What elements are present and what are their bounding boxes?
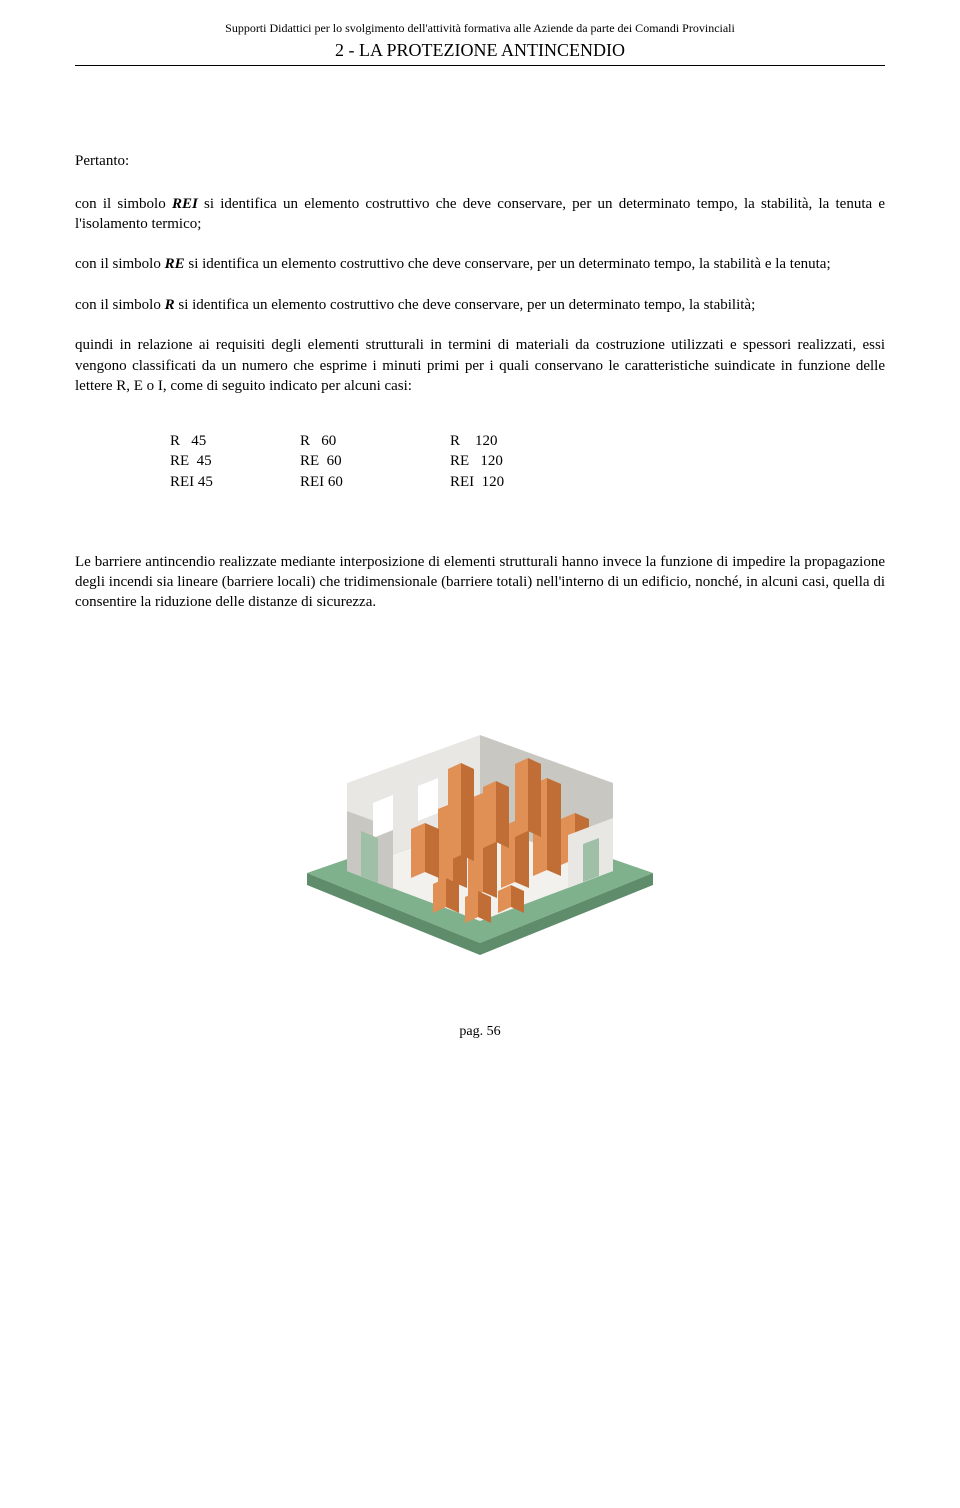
symbol-re: RE xyxy=(165,256,185,272)
cell: R 60 xyxy=(300,431,450,451)
cell: R 45 xyxy=(170,431,300,451)
column xyxy=(448,763,474,861)
def-prefix: con il simbolo xyxy=(75,297,165,313)
quindi-paragraph: quindi in relazione ai requisiti degli e… xyxy=(75,335,885,396)
cell: REI 45 xyxy=(170,472,300,492)
cell: REI 120 xyxy=(450,472,600,492)
cell: R 120 xyxy=(450,431,600,451)
def-rest: si identifica un elemento costruttivo ch… xyxy=(185,256,831,272)
page-footer: pag. 56 xyxy=(75,1023,885,1042)
main-content: Pertanto: con il simbolo REI si identifi… xyxy=(75,151,885,962)
header-rule xyxy=(75,65,885,66)
symbol-rei: REI xyxy=(172,196,198,212)
column xyxy=(515,758,541,837)
header-sub: 2 - LA PROTEZIONE ANTINCENDIO xyxy=(75,38,885,62)
def-re: con il simbolo RE si identifica un eleme… xyxy=(75,254,885,274)
table-row: REI 45 REI 60 REI 120 xyxy=(170,472,600,492)
table-row: R 45 R 60 R 120 xyxy=(170,431,600,451)
cases-table: R 45 R 60 R 120 RE 45 RE 60 RE 120 REI 4… xyxy=(170,431,600,492)
door-opening xyxy=(361,831,378,883)
intro-paragraph: Pertanto: xyxy=(75,151,885,171)
table-row: RE 45 RE 60 RE 120 xyxy=(170,451,600,471)
def-rei: con il simbolo REI si identifica un elem… xyxy=(75,194,885,235)
column xyxy=(411,823,439,878)
barrier-paragraph: Le barriere antincendio realizzate media… xyxy=(75,552,885,613)
cell: RE 60 xyxy=(300,451,450,471)
cell: RE 45 xyxy=(170,451,300,471)
building-diagram-wrap xyxy=(75,663,885,963)
def-prefix: con il simbolo xyxy=(75,256,165,272)
cell: REI 60 xyxy=(300,472,450,492)
header-top: Supporti Didattici per lo svolgimento de… xyxy=(75,20,885,36)
symbol-r: R xyxy=(165,297,175,313)
def-prefix: con il simbolo xyxy=(75,196,172,212)
def-r: con il simbolo R si identifica un elemen… xyxy=(75,295,885,315)
door-opening-right xyxy=(583,838,599,882)
column xyxy=(483,781,509,848)
cell: RE 120 xyxy=(450,451,600,471)
building-diagram xyxy=(283,663,678,963)
def-rest: si identifica un elemento costruttivo ch… xyxy=(175,297,756,313)
